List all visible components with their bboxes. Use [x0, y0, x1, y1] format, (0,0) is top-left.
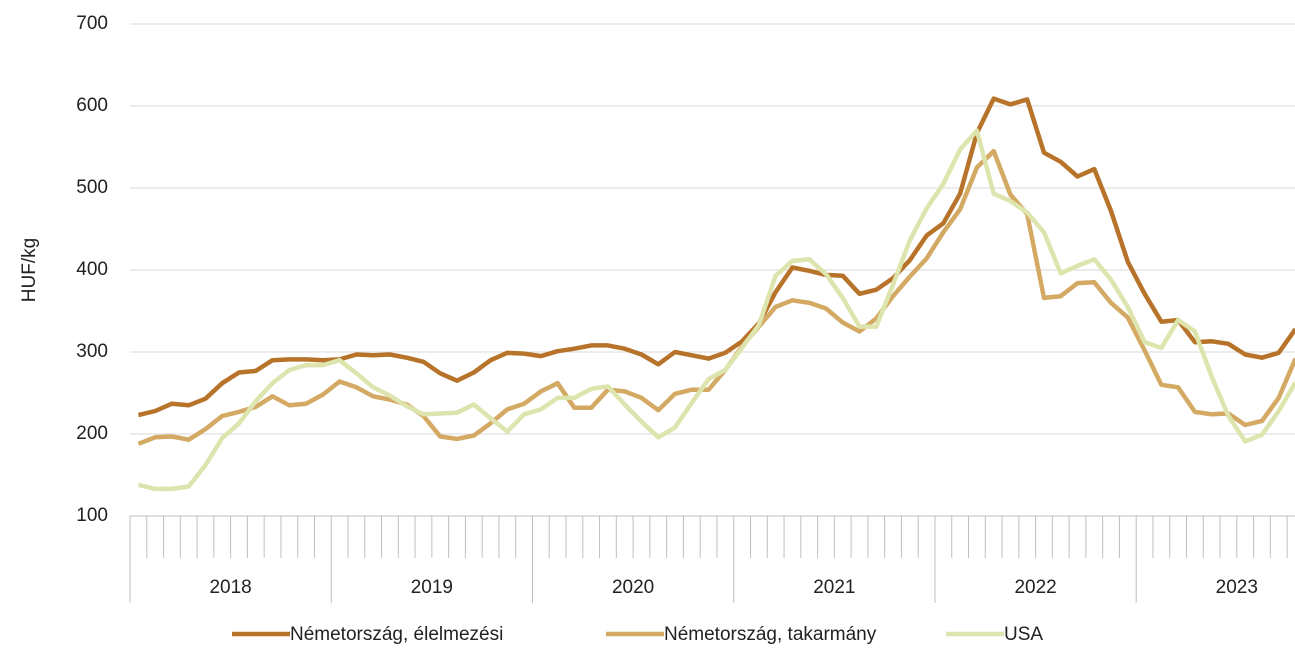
y-tick-label: 200 — [76, 423, 108, 444]
y-axis-label: HUF/kg — [19, 238, 40, 302]
x-tick-label: 2023 — [1216, 577, 1258, 598]
y-tick-label: 500 — [76, 177, 108, 198]
x-tick-label: 2022 — [1014, 577, 1056, 598]
x-tick-label: 2020 — [612, 577, 654, 598]
y-tick-label: 300 — [76, 341, 108, 362]
y-tick-label: 100 — [76, 505, 108, 526]
x-tick-label: 2019 — [411, 577, 453, 598]
legend-label: Németország, takarmány — [664, 624, 877, 645]
x-tick-label: 2021 — [813, 577, 855, 598]
line-series — [137, 96, 1295, 418]
x-tick-label: 2018 — [209, 577, 251, 598]
y-tick-label: 600 — [76, 95, 108, 116]
line-series — [137, 148, 1295, 446]
y-tick-label: 700 — [76, 13, 108, 34]
line-series — [137, 128, 1295, 492]
legend-label: USA — [1004, 624, 1043, 645]
y-tick-label: 400 — [76, 259, 108, 280]
legend-label: Németország, élelmezési — [290, 624, 503, 645]
